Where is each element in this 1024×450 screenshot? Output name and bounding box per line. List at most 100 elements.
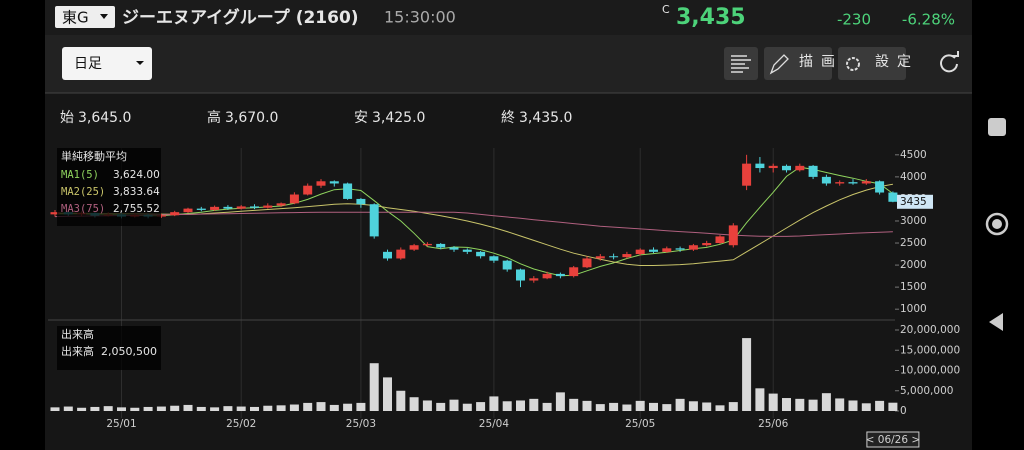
candle-body <box>795 165 805 171</box>
volume-bar <box>50 407 60 411</box>
x-tick-label: 25/02 <box>226 418 256 430</box>
y-tick-label: 4000 <box>900 171 927 183</box>
chart-area <box>45 93 972 450</box>
y-tick-label: 3000 <box>900 215 927 227</box>
candle-body <box>542 273 552 279</box>
nav-back[interactable] <box>989 313 1003 331</box>
volume-bar <box>462 403 472 411</box>
candle-body <box>502 260 512 270</box>
volume-bar <box>489 396 499 411</box>
volume-bar <box>688 401 698 411</box>
ohlc-value: 3,645.0 <box>78 110 131 126</box>
volume-bar <box>742 338 752 411</box>
market: 東G <box>62 9 89 27</box>
y-tick-label: 0 <box>900 405 907 417</box>
x-tick-label: 25/04 <box>479 418 510 430</box>
volume-bar <box>529 398 539 411</box>
candle-body <box>210 206 220 210</box>
candle-body <box>476 251 486 257</box>
candle-body <box>529 278 539 281</box>
y-tick-label: 4500 <box>900 149 927 161</box>
nav-home-dot <box>992 219 1002 229</box>
gear-icon <box>846 57 860 71</box>
x-tick-label: 25/05 <box>625 418 655 430</box>
settings-button[interactable] <box>838 47 906 80</box>
market-select[interactable] <box>55 6 115 28</box>
settings-label: 設定 <box>875 54 919 70</box>
nav-home[interactable] <box>985 212 1009 236</box>
volume-bar <box>821 393 831 411</box>
volume-bar <box>130 407 140 411</box>
candle-body <box>183 208 193 213</box>
y-tick-label: 10,000,000 <box>900 365 960 377</box>
y-tick-label: 20,000,000 <box>900 324 960 336</box>
period-select[interactable] <box>62 47 152 80</box>
y-tick-label: 2000 <box>900 259 927 271</box>
candle-body <box>236 206 246 209</box>
candle-body <box>702 243 712 246</box>
volume-bar <box>223 406 233 411</box>
candle-body <box>276 203 286 206</box>
volume-bar <box>755 388 765 411</box>
price-mark: C <box>662 3 670 16</box>
volume-bar <box>409 397 419 411</box>
x-tick-label: 25/03 <box>346 418 376 430</box>
candle-body <box>808 165 818 177</box>
candle-body <box>489 256 499 261</box>
volume-bar <box>183 404 193 411</box>
candle-body <box>595 256 605 259</box>
nav-recent[interactable] <box>988 118 1006 136</box>
volume-bar <box>90 406 100 411</box>
price: 3,435 <box>676 5 746 30</box>
volume-bar <box>449 399 459 411</box>
volume-bar <box>622 404 632 411</box>
candle-body <box>662 248 672 252</box>
volume-bar <box>728 402 738 411</box>
ohlc-label: 終 <box>501 110 515 126</box>
volume-bar <box>502 401 512 411</box>
volume-bar <box>542 402 552 411</box>
volume-bar <box>555 392 565 411</box>
candle-body <box>782 165 791 171</box>
volume-bar <box>702 402 712 411</box>
x-tick-label: < 06/26 > <box>866 434 921 446</box>
volume-bar <box>117 407 126 411</box>
candle-body <box>835 182 845 184</box>
volume-bar <box>236 406 246 411</box>
list-icon <box>731 55 751 73</box>
y-tick-label: 1500 <box>900 281 927 293</box>
candle-body <box>409 245 419 250</box>
volume-bar <box>715 405 725 411</box>
volume-bar <box>848 400 858 411</box>
volume-bar <box>675 398 685 411</box>
refresh-icon[interactable] <box>940 54 958 73</box>
volume-bar <box>369 363 379 411</box>
volume-bar <box>196 406 206 411</box>
legend-name: MA1(5) <box>61 169 99 181</box>
legend-name: 出来高 <box>61 344 94 358</box>
volume-bar <box>276 405 286 411</box>
y-tick-label: 5,000,000 <box>900 385 953 397</box>
volume-bar <box>396 390 406 411</box>
dropdown-icon <box>100 14 108 19</box>
candle-body <box>156 215 166 217</box>
draw-button[interactable] <box>764 47 832 80</box>
candle-body <box>462 249 472 252</box>
candle-body <box>369 204 379 237</box>
volume-bar <box>63 406 73 411</box>
candle-body <box>768 165 778 169</box>
candle-body <box>516 269 525 281</box>
legend-value: 3,833.64 <box>113 186 160 198</box>
candle-body <box>422 243 432 246</box>
legend-value: 2,755.52 <box>113 203 160 215</box>
legend-title: 出来高 <box>61 327 94 341</box>
volume-bar <box>103 406 113 411</box>
volume-bar <box>329 404 339 411</box>
draw-label: 描画 <box>799 54 843 70</box>
header-bar <box>45 0 972 35</box>
volume-bar <box>595 404 605 411</box>
volume-bar <box>250 406 259 411</box>
legend-box <box>57 326 161 370</box>
candle-body <box>755 163 765 169</box>
